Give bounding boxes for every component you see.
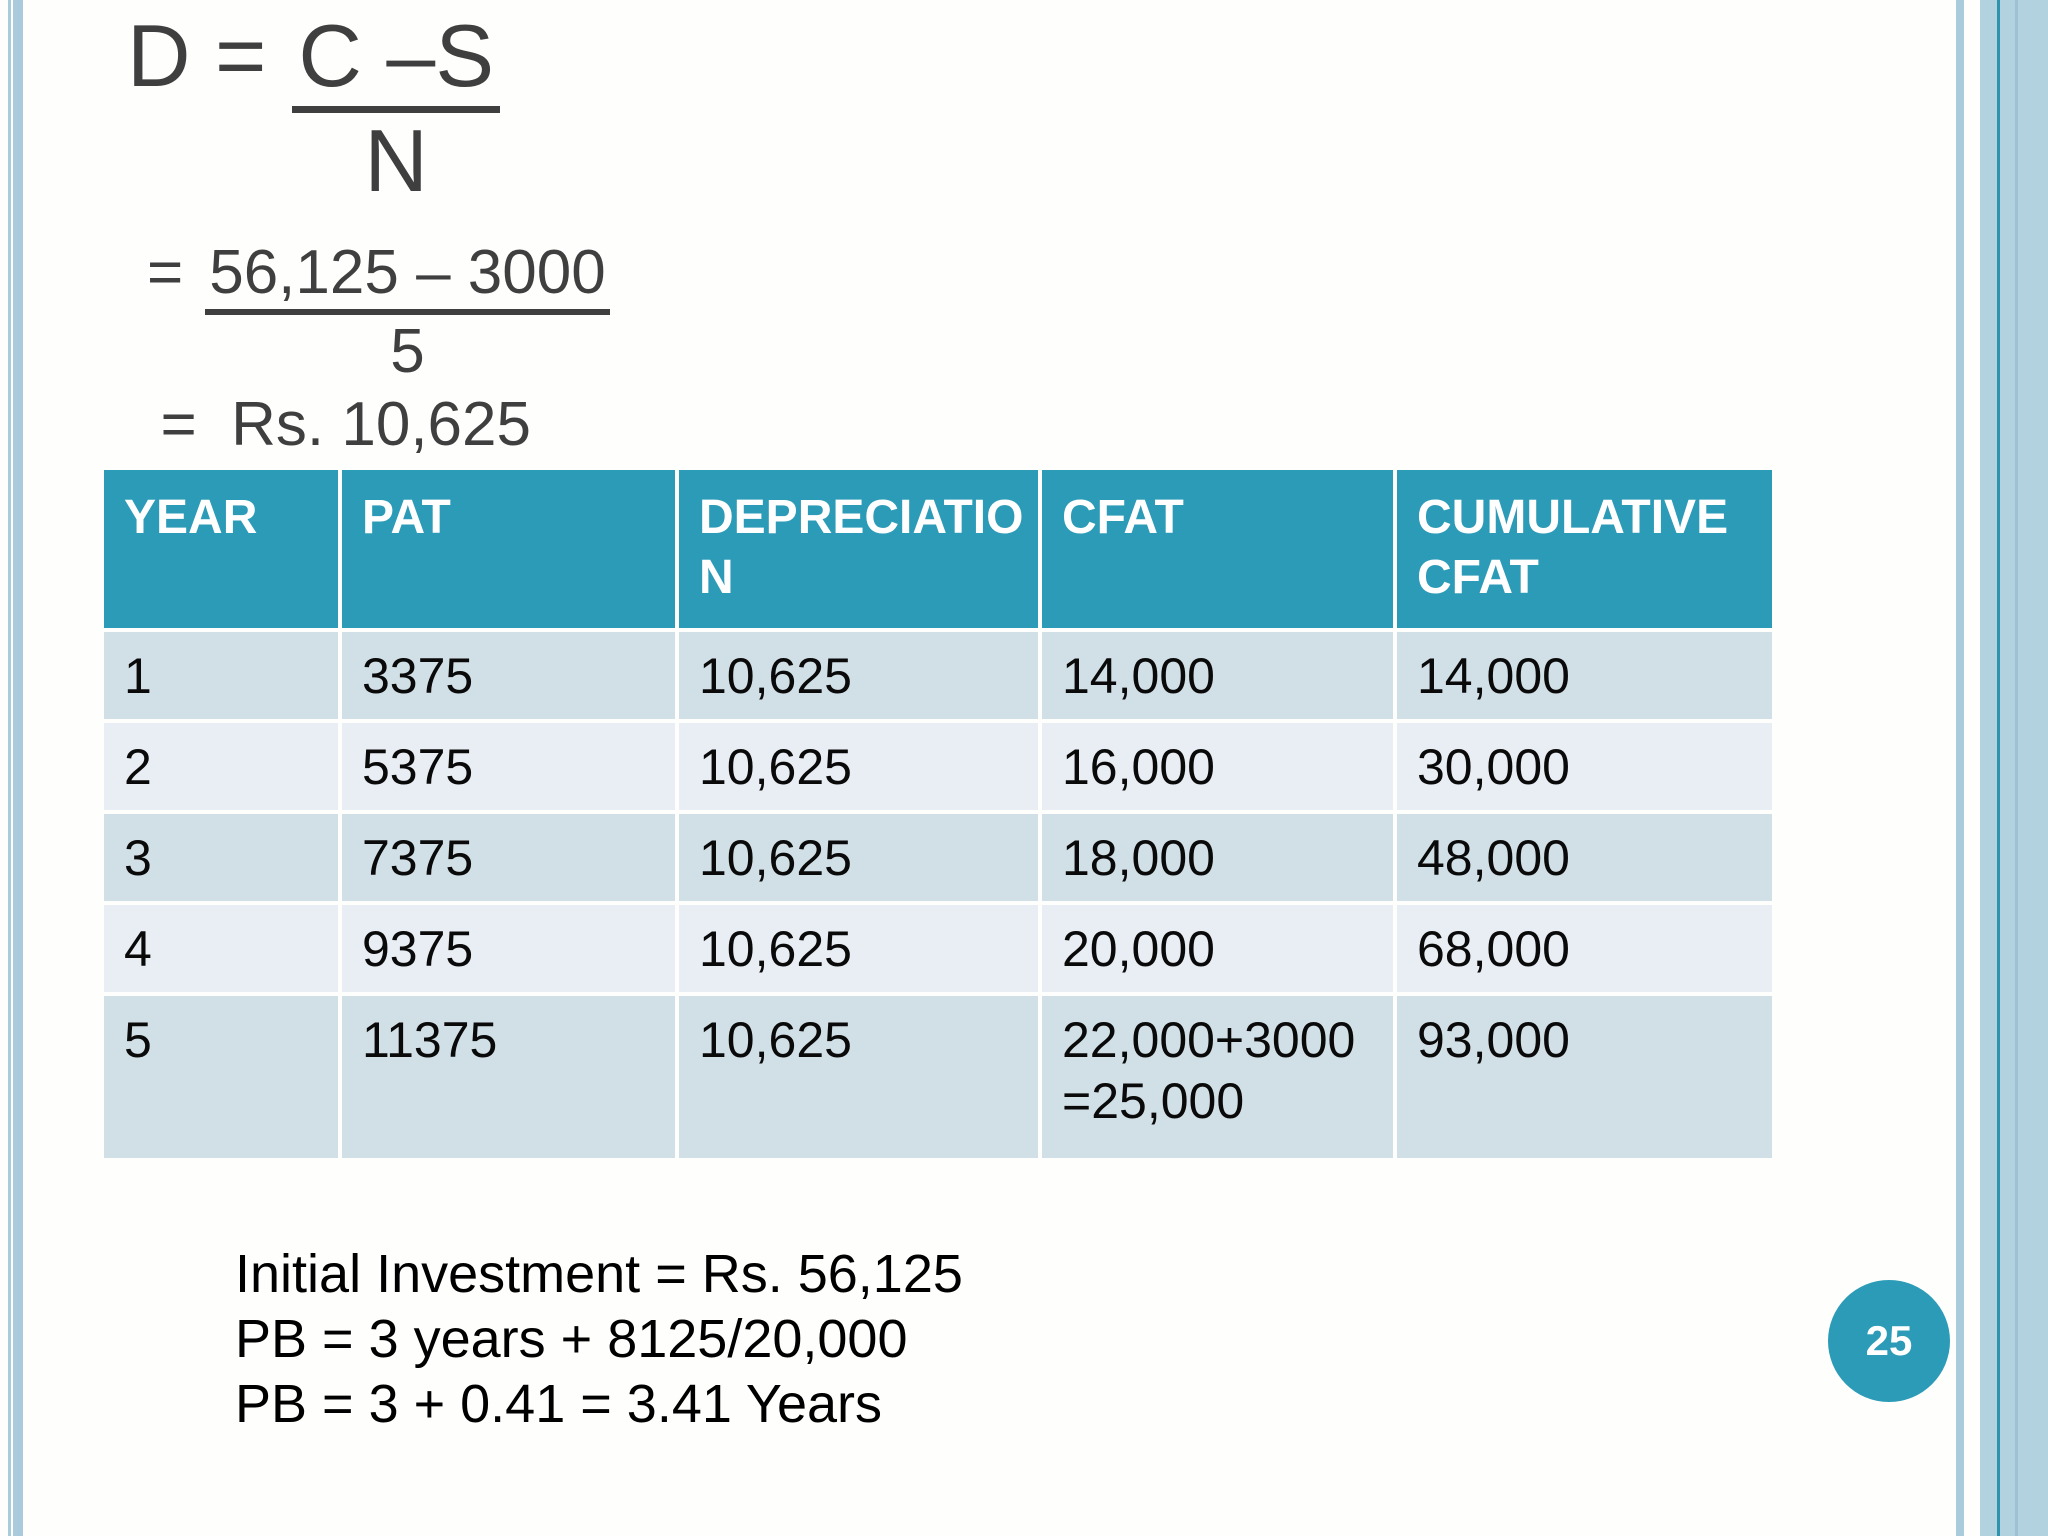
formula-step-2: = 56,125 – 3000 5 — [147, 240, 610, 384]
right-border-panel — [1980, 0, 2048, 1536]
formula-step2-fraction: 56,125 – 3000 5 — [205, 240, 610, 384]
table-cell: 10,625 — [679, 723, 1038, 810]
formula-step1-numerator: C –S — [292, 12, 501, 113]
table-cell: 68,000 — [1397, 905, 1772, 992]
table-cell: 10,625 — [679, 996, 1038, 1158]
table-cell: 18,000 — [1042, 814, 1393, 901]
table-cell: 93,000 — [1397, 996, 1772, 1158]
table-cell: 14,000 — [1397, 632, 1772, 719]
table-cell: 11375 — [342, 996, 675, 1158]
right-panel-dark-line — [1997, 0, 2000, 1536]
table-header-depreciation: DEPRECIATION — [679, 470, 1038, 628]
note-pb-fraction: PB = 3 years + 8125/20,000 — [235, 1309, 908, 1369]
table-cell: 14,000 — [1042, 632, 1393, 719]
table-cell: 5 — [104, 996, 338, 1158]
notes-block: Initial Investment = Rs. 56,125 PB = 3 y… — [235, 1242, 963, 1437]
table-cell: 9375 — [342, 905, 675, 992]
table-cell: 2 — [104, 723, 338, 810]
note-initial-investment: Initial Investment = Rs. 56,125 — [235, 1244, 963, 1304]
table-cell: 7375 — [342, 814, 675, 901]
formula-step2-numerator: 56,125 – 3000 — [205, 240, 610, 316]
table-cell: 20,000 — [1042, 905, 1393, 992]
table-cell: 30,000 — [1397, 723, 1772, 810]
table-cell: 3375 — [342, 632, 675, 719]
table-header-cfat: CFAT — [1042, 470, 1393, 628]
formula-step1-denominator: N — [364, 111, 428, 210]
table-cell: 16,000 — [1042, 723, 1393, 810]
table-header-pat: PAT — [342, 470, 675, 628]
table-cell: 48,000 — [1397, 814, 1772, 901]
table-cell: 10,625 — [679, 905, 1038, 992]
table-cell: 4 — [104, 905, 338, 992]
table-cell: 1 — [104, 632, 338, 719]
formula-step1-fraction: C –S N — [292, 12, 501, 210]
formula-step2-lhs: = — [147, 238, 184, 307]
table-header-year: YEAR — [104, 470, 338, 628]
note-pb-result: PB = 3 + 0.41 = 3.41 Years — [235, 1374, 883, 1434]
right-border-stripe — [1956, 0, 1964, 1536]
table-cell: 10,625 — [679, 632, 1038, 719]
page-number-badge: 25 — [1828, 1280, 1950, 1402]
formula-step2-denominator: 5 — [390, 317, 425, 387]
table-cell: 3 — [104, 814, 338, 901]
page-number: 25 — [1865, 1317, 1913, 1364]
left-border-stripe-thick — [13, 0, 23, 1536]
left-border-stripe-thin — [8, 0, 11, 1536]
formula-step-3: _ = Rs. 10,625 — [122, 390, 532, 487]
table-cell: 10,625 — [679, 814, 1038, 901]
payback-table: YEAR PAT DEPRECIATION CFAT CUMULATIVE CF… — [104, 470, 1772, 1158]
formula-step1-lhs: D = — [127, 6, 267, 105]
right-panel-mid-line — [2015, 0, 2018, 1536]
table-header-cumulative-cfat: CUMULATIVE CFAT — [1397, 470, 1772, 628]
formula-step3-result: = Rs. 10,625 — [160, 390, 532, 459]
table-cell: 22,000+3000 =25,000 — [1042, 996, 1393, 1158]
formula-step-1: D = C –S N — [127, 6, 501, 210]
table-cell: 5375 — [342, 723, 675, 810]
